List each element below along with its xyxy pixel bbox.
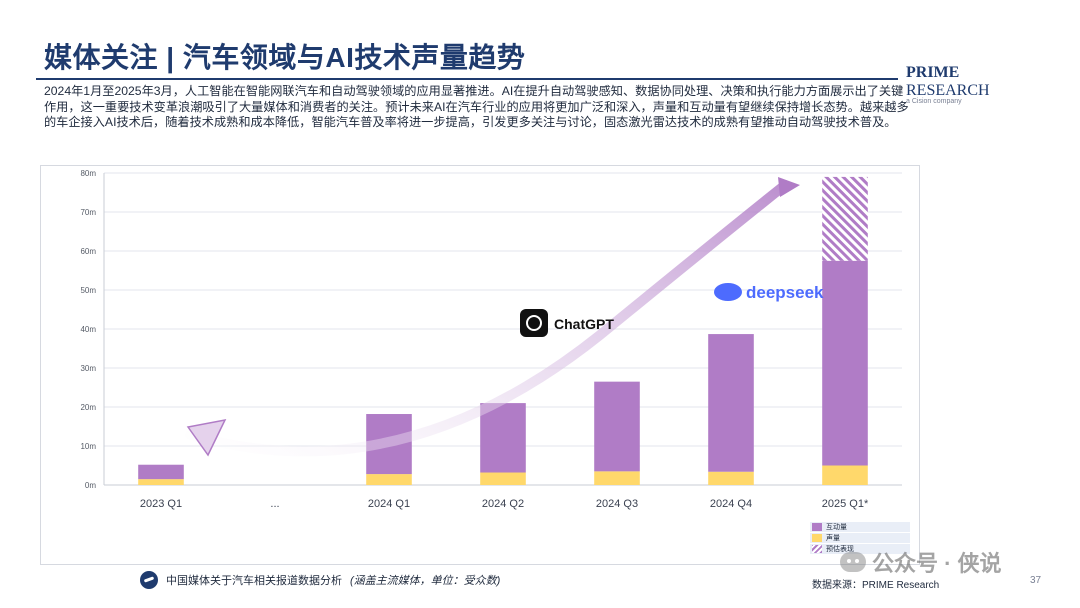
y-tick-label: 50m <box>80 286 96 295</box>
logo-rest-text: RESEARCH <box>906 82 990 99</box>
legend-item-volume: 声量 <box>810 533 910 543</box>
bar <box>822 260 868 466</box>
x-tick-label: 2024 Q3 <box>596 498 638 510</box>
legend-label: 声量 <box>826 535 840 542</box>
legend-label: 互动量 <box>826 524 847 531</box>
x-tick-label: 2023 Q1 <box>140 498 182 510</box>
chatgpt-label: ChatGPT <box>554 316 614 332</box>
bar <box>822 176 868 261</box>
data-source: 数据来源：PRIME Research <box>812 580 940 591</box>
prime-research-logo: PRIME RESEARCH a Cision company <box>906 64 1046 105</box>
x-tick-label: 2024 Q1 <box>368 498 410 510</box>
page-number: 37 <box>1030 575 1042 586</box>
watermark: 公众号 · 侠说 <box>840 546 1002 578</box>
bar <box>708 471 754 485</box>
chatgpt-annotation: ChatGPT <box>520 309 614 337</box>
bar <box>366 474 412 485</box>
y-tick-label: 40m <box>80 325 96 334</box>
x-tick-label: 2024 Q4 <box>710 498 752 510</box>
y-tick-label: 10m <box>80 442 96 451</box>
watermark-text: 公众号 · 侠说 <box>872 551 1002 576</box>
bar <box>138 479 184 485</box>
bar-chart: 0m 10m 20m 30m 40m 50m 60m 70m 80m 2023 Q1... 202… <box>40 165 920 565</box>
y-tick-label: 0m <box>85 481 96 490</box>
bar <box>138 464 184 480</box>
title-divider <box>36 78 898 80</box>
deepseek-annotation: deepseek <box>714 283 824 302</box>
x-tick-label: 2025 Q1* <box>822 498 869 510</box>
bar <box>594 471 640 485</box>
page-title: 媒体关注 | 汽车领域与AI技术声量趋势 <box>44 42 526 73</box>
growth-arrow <box>185 180 790 457</box>
deepseek-icon <box>714 283 742 301</box>
x-tick-label: ... <box>270 498 279 510</box>
y-tick-label: 80m <box>80 169 96 178</box>
footer-note-text: 中国媒体关于汽车相关报道数据分析 <box>166 575 342 587</box>
legend-swatch <box>812 523 822 531</box>
description-text: 2024年1月至2025年3月，人工智能在智能网联汽车和自动驾驶领域的应用显著推… <box>44 84 909 130</box>
legend-swatch <box>812 545 822 553</box>
legend-item-forecast: 预估表现 <box>810 544 910 554</box>
growth-arrow-head <box>778 177 800 197</box>
legend-label: 预估表现 <box>826 546 854 553</box>
wechat-icon <box>840 552 866 572</box>
y-tick-label: 60m <box>80 247 96 256</box>
y-tick-label: 30m <box>80 364 96 373</box>
prime-icon <box>140 571 158 589</box>
legend-swatch <box>812 534 822 542</box>
bar <box>708 334 754 472</box>
bar <box>594 381 640 472</box>
chatgpt-icon <box>520 309 548 337</box>
legend-item-interaction: 互动量 <box>810 522 910 532</box>
chart-frame <box>40 165 920 565</box>
footer-note: 中国媒体关于汽车相关报道数据分析 (涵盖主流媒体，单位：受众数) <box>140 568 500 592</box>
bar <box>480 403 526 473</box>
footer-note-italic: (涵盖主流媒体，单位：受众数) <box>350 575 501 587</box>
logo-bold-text: PRIME <box>906 64 960 81</box>
deepseek-label: deepseek <box>746 283 824 302</box>
logo-subtitle: a Cision company <box>906 98 962 105</box>
chart-legend: 互动量 声量 预估表现 <box>810 522 910 555</box>
growth-arrow-tail <box>186 418 227 457</box>
y-tick-label: 20m <box>80 403 96 412</box>
x-tick-label: 2024 Q2 <box>482 498 524 510</box>
y-tick-label: 70m <box>80 208 96 217</box>
bar <box>480 472 526 485</box>
bar <box>822 465 868 485</box>
